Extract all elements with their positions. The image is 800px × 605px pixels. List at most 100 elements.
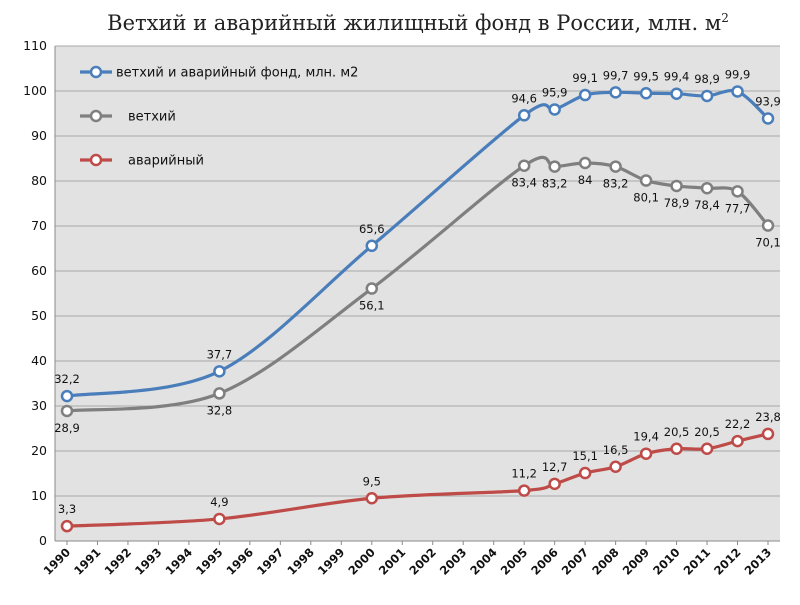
data-label: 99,7 — [603, 68, 629, 82]
x-tick-label: 2013 — [742, 545, 775, 578]
data-point — [213, 387, 226, 400]
data-point — [365, 282, 379, 295]
data-point — [365, 239, 379, 253]
series-group — [60, 85, 775, 533]
data-label: 99,9 — [725, 67, 751, 81]
data-label: 83,2 — [542, 177, 568, 191]
data-label: 77,7 — [725, 201, 751, 215]
data-label: 37,7 — [207, 347, 233, 361]
plot-area — [55, 46, 780, 541]
data-label: 83,4 — [511, 176, 537, 190]
y-tick-label: 20 — [31, 443, 47, 458]
data-point — [548, 477, 561, 491]
y-tick-label: 70 — [31, 218, 47, 233]
legend-marker — [89, 109, 103, 123]
x-tick-label: 2007 — [559, 545, 592, 578]
data-point — [548, 160, 561, 173]
data-point — [670, 442, 683, 455]
legend-marker — [89, 153, 103, 167]
data-label: 12,7 — [542, 460, 568, 474]
data-point — [213, 512, 226, 526]
data-point — [639, 447, 653, 460]
x-tick-label: 2004 — [467, 545, 500, 578]
data-label: 22,2 — [725, 417, 751, 431]
y-tick-label: 110 — [23, 38, 47, 53]
x-tick-label: 2002 — [406, 545, 439, 578]
x-tick-label: 2003 — [437, 545, 470, 578]
data-point — [60, 519, 74, 533]
data-point — [365, 492, 379, 505]
chart-title: Ветхий и аварийный жилищный фонд в Росси… — [107, 11, 729, 35]
x-tick-label: 1990 — [41, 545, 74, 578]
data-label: 93,9 — [755, 94, 781, 108]
y-tick-label: 90 — [31, 128, 47, 143]
data-label: 99,1 — [572, 71, 598, 85]
x-tick-label: 2005 — [498, 545, 531, 578]
data-point — [731, 85, 744, 98]
x-tick-label: 1995 — [193, 545, 226, 578]
data-point — [213, 365, 226, 378]
x-tick-label: 1994 — [162, 545, 195, 578]
data-label: 99,4 — [664, 70, 690, 84]
data-point — [60, 404, 74, 418]
data-label: 78,9 — [664, 196, 690, 210]
data-point — [517, 159, 531, 172]
x-tick-label: 1992 — [102, 545, 135, 578]
y-tick-label: 0 — [39, 533, 47, 548]
x-tick-label: 2012 — [711, 545, 744, 578]
y-tick-label: 80 — [31, 173, 47, 188]
data-label: 65,6 — [359, 222, 385, 236]
y-tick-label: 40 — [31, 353, 47, 368]
x-tick-label: 2001 — [376, 545, 409, 578]
data-point — [731, 185, 744, 198]
x-tick-label: 1997 — [254, 545, 287, 578]
data-label: 20,5 — [664, 425, 690, 439]
y-tick-label: 10 — [31, 488, 47, 503]
y-axis-ticks: 0 10 20 30 40 50 60 70 80 90 100 110 — [23, 38, 47, 548]
data-label: 99,5 — [633, 69, 659, 83]
data-point — [578, 88, 592, 102]
x-tick-label: 2010 — [650, 545, 683, 578]
data-point — [548, 103, 561, 116]
y-tick-label: 50 — [31, 308, 47, 323]
x-axis-ticks: 1990199119921993199419951996199719981999… — [41, 541, 775, 578]
data-label: 23,8 — [755, 410, 781, 424]
data-label: 4,9 — [210, 495, 228, 509]
data-point — [700, 442, 714, 455]
x-tick-label: 1991 — [71, 545, 104, 578]
legend-marker — [89, 65, 103, 79]
data-point — [517, 109, 531, 122]
data-label: 70,1 — [755, 236, 781, 250]
chart-title-superscript: 2 — [721, 11, 729, 25]
data-label: 15,1 — [572, 449, 598, 463]
legend: ветхий и аварийный фонд, млн. м2 ветхий ав… — [80, 66, 358, 169]
y-tick-label: 60 — [31, 263, 47, 278]
legend-label: ветхий и аварийный фонд, млн. м2 — [116, 66, 358, 81]
data-point — [578, 466, 592, 480]
data-label: 20,5 — [694, 425, 720, 439]
legend-label: ветхий — [128, 110, 176, 125]
data-label: 95,9 — [542, 85, 568, 99]
x-tick-label: 1996 — [223, 545, 256, 578]
data-label: 19,4 — [633, 430, 659, 444]
data-point — [517, 484, 531, 497]
data-label: 84 — [578, 173, 593, 187]
legend-label: аварийный — [128, 154, 204, 169]
data-point — [700, 181, 714, 195]
x-tick-label: 2009 — [620, 545, 653, 578]
data-label: 16,5 — [603, 443, 629, 457]
data-label: 28,9 — [54, 421, 80, 435]
data-point — [60, 389, 74, 403]
data-point — [639, 174, 653, 187]
y-tick-label: 100 — [23, 83, 47, 98]
data-label: 98,9 — [694, 72, 720, 86]
data-point — [578, 156, 592, 170]
data-point — [761, 427, 775, 441]
x-tick-label: 1998 — [284, 545, 317, 578]
data-label: 9,5 — [363, 474, 381, 488]
data-label: 3,3 — [58, 502, 76, 516]
data-point — [761, 112, 775, 125]
x-tick-label: 2000 — [345, 545, 378, 578]
data-label: 83,2 — [603, 177, 629, 191]
